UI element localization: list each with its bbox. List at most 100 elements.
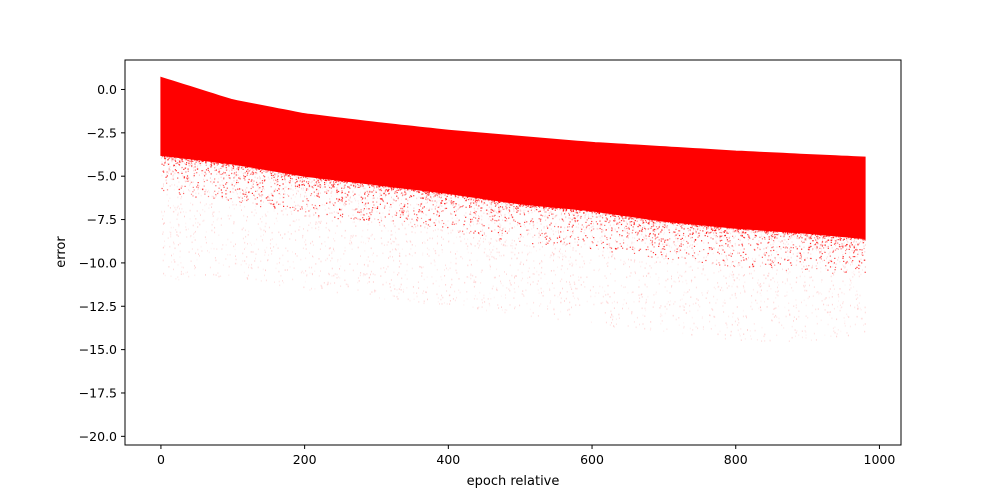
scatter-point [696,228,699,230]
scatter-point [262,240,264,242]
scatter-point [391,190,393,192]
scatter-point [195,196,197,198]
scatter-point [523,224,525,226]
scatter-point [261,180,263,182]
scatter-point [273,205,275,207]
scatter-point [247,181,250,184]
scatter-point [648,221,650,224]
scatter-point [801,248,803,250]
scatter-point [441,294,443,297]
scatter-point [853,247,855,249]
scatter-point [326,202,328,204]
scatter-point [197,188,199,190]
scatter-point [601,231,603,233]
scatter-point [783,242,785,245]
scatter-point [180,159,182,161]
scatter-point [487,254,489,257]
scatter-point [606,213,608,215]
scatter-point [798,315,800,318]
scatter-point [352,191,354,193]
scatter-point [817,243,819,245]
scatter-point [408,213,410,215]
scatter-point [820,235,822,237]
scatter-point [432,282,434,285]
scatter-point [485,235,487,237]
scatter-point [657,236,659,238]
scatter-point [592,242,594,244]
scatter-point [271,199,273,201]
scatter-point [505,205,507,207]
scatter-point [554,216,556,218]
scatter-point [450,212,451,214]
scatter-point [392,294,394,297]
scatter-point [207,169,209,171]
scatter-point [620,259,622,261]
scatter-point [552,207,554,209]
scatter-point [792,234,794,237]
scatter-point [477,199,479,201]
scatter-point [767,259,769,261]
scatter-point [637,226,639,228]
scatter-point [685,252,688,254]
scatter-point [277,179,279,181]
scatter-point [374,207,376,209]
scatter-point [588,213,589,216]
scatter-point [590,223,592,225]
scatter-point [766,290,768,292]
scatter-point [200,214,201,216]
scatter-point [431,208,433,211]
scatter-point [633,321,635,323]
scatter-point [551,251,553,254]
scatter-point [486,199,488,201]
scatter-point [504,227,506,229]
scatter-point [262,268,264,271]
scatter-point [691,279,693,282]
scatter-point [234,248,236,251]
scatter-point [266,170,268,172]
scatter-point [314,208,316,210]
scatter-point [486,204,488,206]
scatter-point [856,255,858,258]
scatter-point [523,204,525,207]
scatter-point [635,231,637,233]
scatter-point [416,191,418,193]
scatter-point [371,211,373,213]
scatter-point [245,167,247,169]
scatter-point [695,232,697,234]
scatter-point [266,171,268,173]
scatter-point [318,228,320,231]
scatter-point [222,165,224,168]
scatter-point [665,255,667,257]
scatter-point [828,304,829,307]
scatter-point [555,230,557,233]
scatter-point [295,176,297,178]
scatter-point [181,166,183,169]
scatter-point [760,285,762,287]
scatter-point [172,176,174,179]
scatter-point [618,317,620,319]
scatter-point [826,261,828,263]
scatter-point [708,247,710,249]
scatter-point [751,301,753,304]
scatter-point [210,165,212,168]
scatter-point [830,260,832,262]
scatter-point [731,253,733,255]
scatter-point [455,205,457,207]
scatter-point [495,204,497,206]
scatter-point [803,246,805,249]
scatter-point [522,294,524,296]
scatter-point [426,195,428,197]
scatter-point [225,169,228,171]
scatter-point [336,187,338,189]
scatter-point [244,199,246,201]
scatter-point [798,237,800,239]
scatter-point [352,236,354,238]
scatter-point [240,188,242,190]
scatter-point [713,232,715,234]
scatter-point [326,213,328,216]
scatter-point [721,253,723,255]
scatter-point [306,273,308,276]
scatter-point [303,286,305,289]
scatter-point [488,218,490,220]
scatter-point [570,211,572,213]
